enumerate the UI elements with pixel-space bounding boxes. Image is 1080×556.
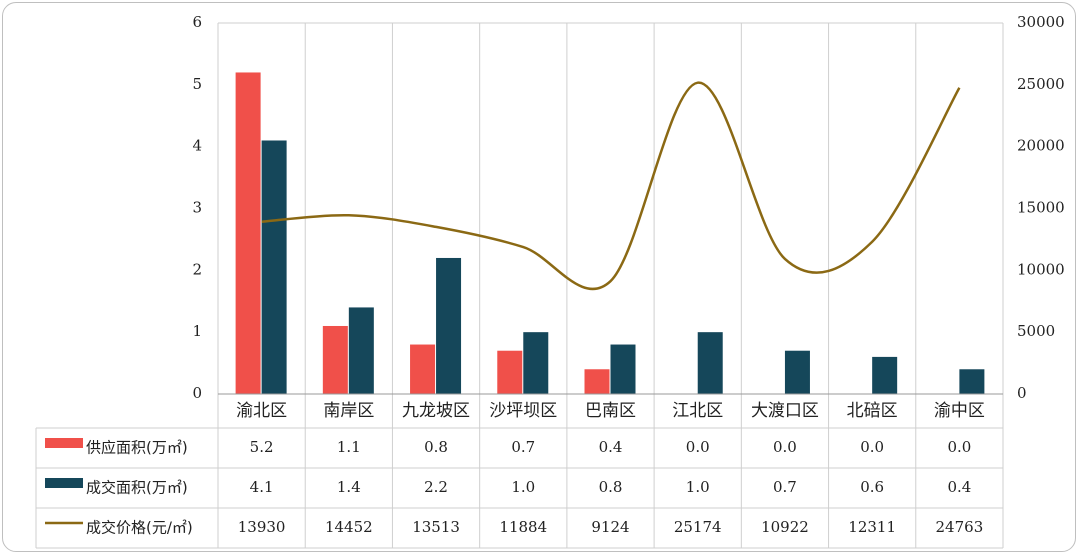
category-label: 巴南区 — [585, 401, 636, 421]
y-left-tick-label: 6 — [192, 13, 202, 31]
y-right-tick-label: 0 — [1017, 384, 1027, 402]
y-left-tick-label: 2 — [192, 260, 202, 278]
data-label: 0.7 — [773, 478, 797, 496]
y-left-tick-label: 1 — [192, 322, 202, 340]
data-label: 0.0 — [860, 438, 884, 456]
bar — [410, 344, 436, 394]
data-label: 13513 — [412, 518, 460, 536]
y-right-tick-label: 20000 — [1017, 137, 1065, 155]
data-label: 0.8 — [424, 438, 448, 456]
data-label: 14452 — [325, 518, 373, 536]
y-right-tick-label: 5000 — [1017, 322, 1055, 340]
bar — [610, 344, 636, 394]
bar — [322, 325, 348, 394]
category-label: 渝中区 — [934, 401, 985, 421]
y-right-tick-label: 30000 — [1017, 13, 1065, 31]
data-label: 0.8 — [599, 478, 623, 496]
data-label: 25174 — [674, 518, 722, 536]
y-right-tick-label: 15000 — [1017, 199, 1065, 217]
data-label: 13930 — [238, 518, 286, 536]
legend-swatch — [45, 478, 83, 488]
data-label: 1.1 — [337, 438, 361, 456]
data-label: 24763 — [936, 518, 984, 536]
data-label: 1.0 — [686, 478, 710, 496]
bar — [348, 307, 374, 394]
category-label: 渝北区 — [236, 401, 287, 421]
data-label: 11884 — [499, 518, 547, 536]
data-label: 0.6 — [860, 478, 884, 496]
category-label: 南岸区 — [323, 401, 374, 421]
category-label: 江北区 — [672, 401, 723, 421]
y-right-tick-label: 25000 — [1017, 75, 1065, 93]
bar — [436, 257, 462, 394]
bar — [784, 350, 810, 394]
legend-label: 成交价格(元/㎡) — [86, 519, 193, 537]
data-label: 12311 — [848, 518, 896, 536]
data-label: 5.2 — [250, 438, 274, 456]
data-label: 1.0 — [511, 478, 535, 496]
data-label: 0.0 — [686, 438, 710, 456]
data-label: 4.1 — [250, 478, 274, 496]
legend-swatch — [45, 438, 83, 448]
price-line — [261, 81, 961, 291]
category-label: 沙坪坝区 — [489, 401, 557, 421]
legend-label: 成交面积(万㎡) — [86, 479, 188, 497]
bar — [584, 369, 610, 394]
bar — [235, 72, 261, 394]
y-left-tick-label: 0 — [192, 384, 202, 402]
category-label: 北碚区 — [847, 401, 898, 421]
data-label: 2.2 — [424, 478, 448, 496]
legend-label: 供应面积(万㎡) — [86, 439, 188, 457]
y-left-tick-label: 4 — [192, 137, 202, 155]
category-label: 九龙坡区 — [402, 401, 470, 421]
y-right-tick-label: 10000 — [1017, 260, 1065, 278]
y-left-tick-label: 5 — [192, 75, 202, 93]
data-label: 9124 — [591, 518, 629, 536]
data-label: 0.4 — [947, 478, 971, 496]
data-label: 10922 — [761, 518, 809, 536]
bar — [872, 356, 898, 394]
data-label: 0.7 — [511, 438, 535, 456]
bar — [261, 140, 287, 394]
y-left-tick-label: 3 — [192, 199, 202, 217]
data-label: 0.4 — [599, 438, 623, 456]
data-label: 0.0 — [947, 438, 971, 456]
bar — [697, 332, 723, 394]
data-label: 1.4 — [337, 478, 361, 496]
bar — [497, 350, 523, 394]
data-label: 0.0 — [773, 438, 797, 456]
bar — [523, 332, 549, 394]
category-label: 大渡口区 — [751, 401, 819, 421]
bar — [959, 369, 985, 394]
